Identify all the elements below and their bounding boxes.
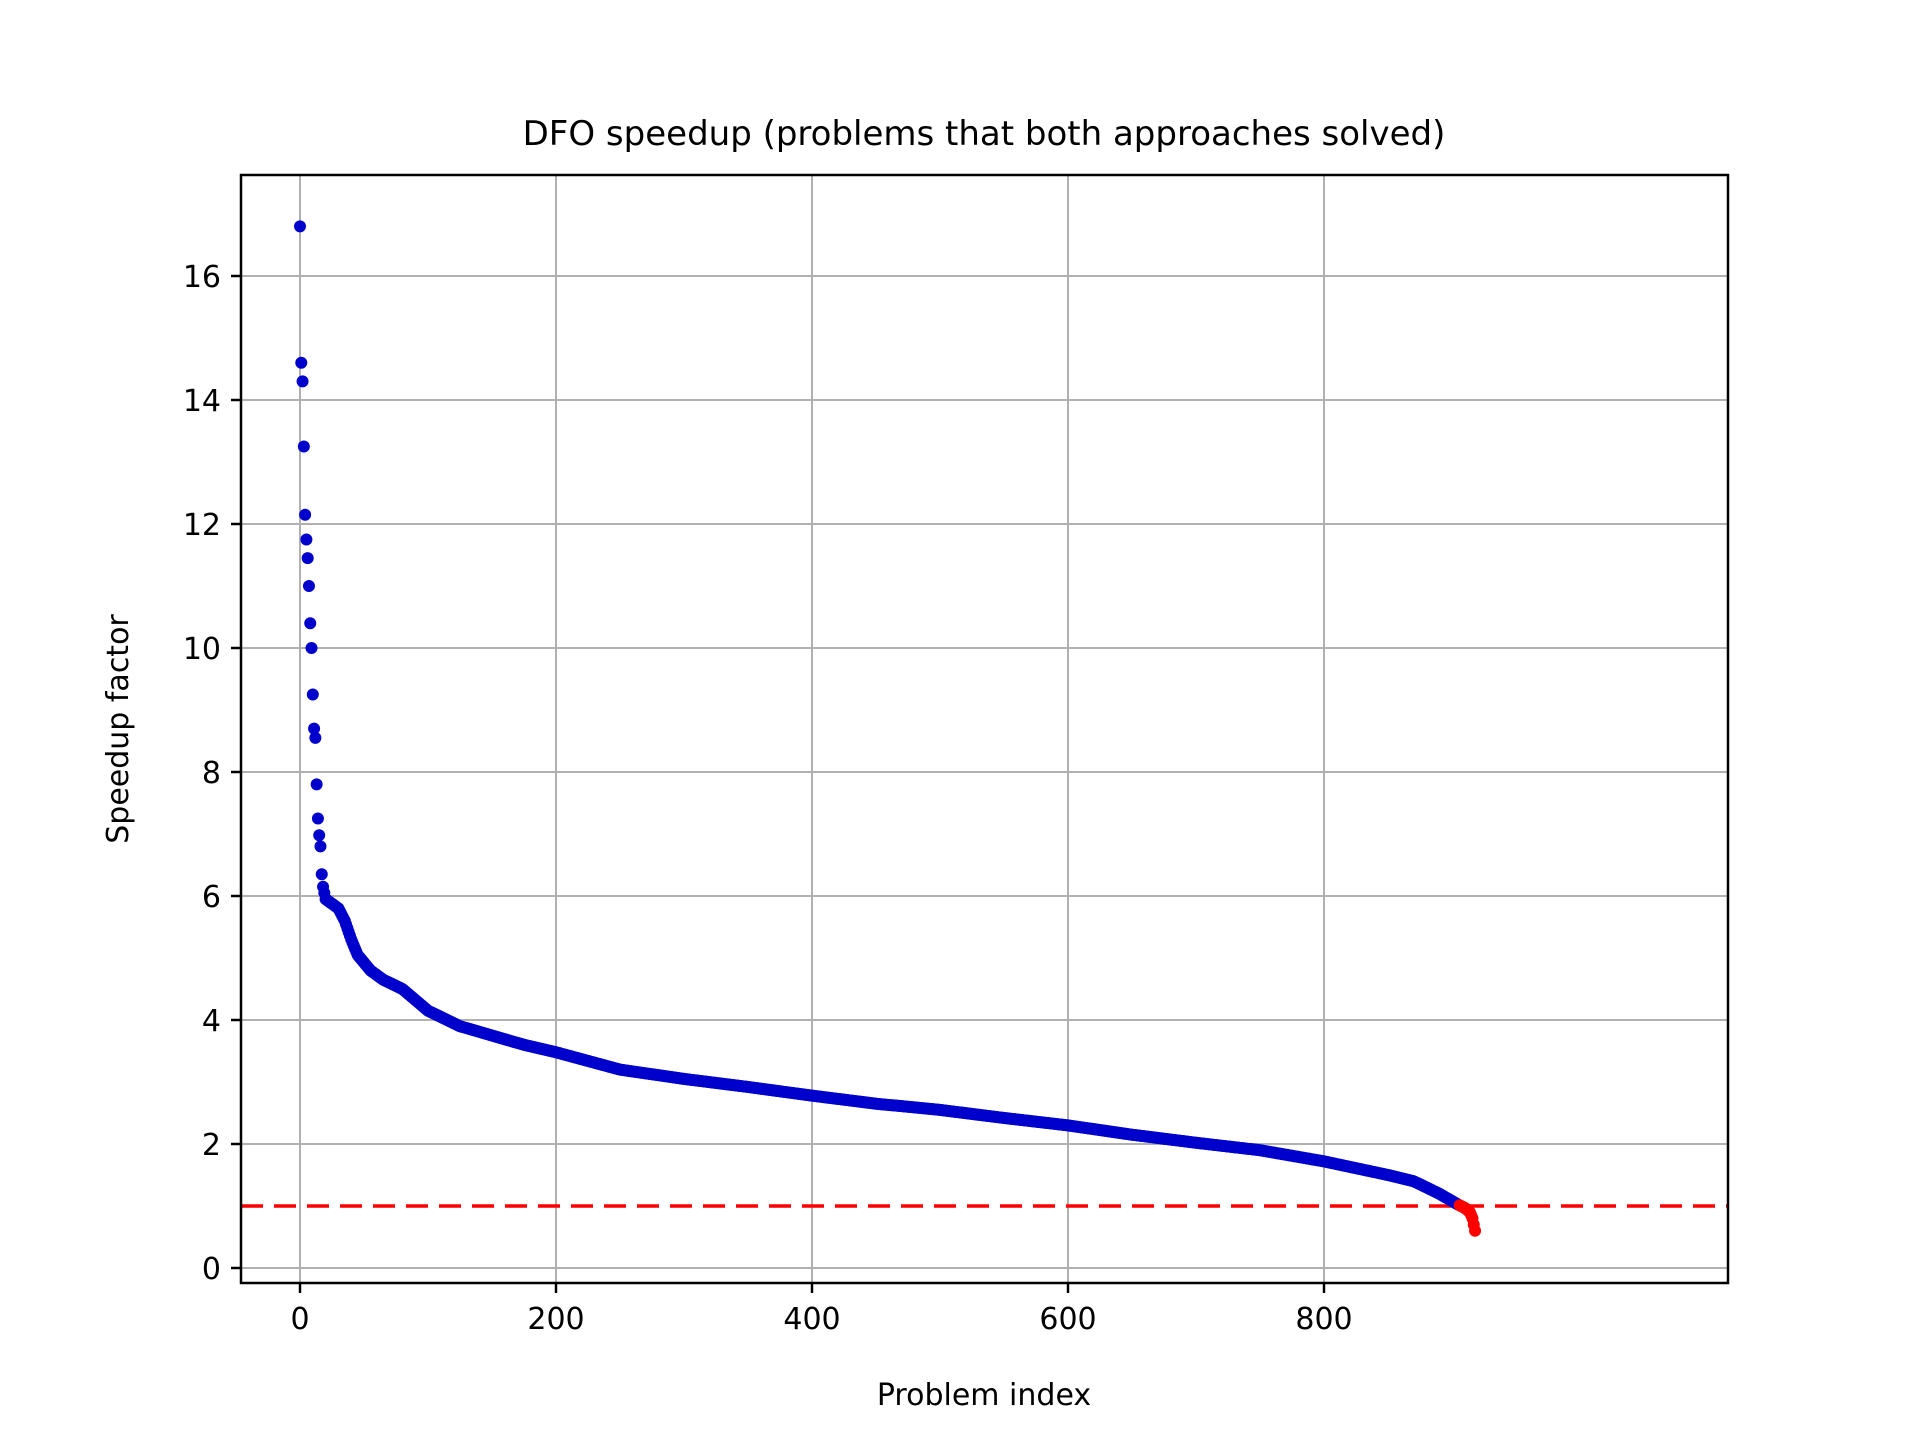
data-points xyxy=(294,220,1482,1237)
data-point xyxy=(301,552,314,565)
data-point xyxy=(297,440,310,453)
x-axis-ticks: 0 200 400 600 800 xyxy=(290,1283,1353,1337)
y-tick-label: 4 xyxy=(202,1004,221,1039)
data-point xyxy=(308,722,321,735)
data-point xyxy=(299,508,312,521)
y-tick-label: 6 xyxy=(202,880,221,915)
x-tick-label: 200 xyxy=(527,1302,584,1337)
data-point xyxy=(306,688,319,701)
x-tick-label: 0 xyxy=(290,1302,309,1337)
x-tick-label: 800 xyxy=(1295,1302,1352,1337)
x-tick-label: 400 xyxy=(783,1302,840,1337)
y-axis-label: Speedup factor xyxy=(101,614,136,844)
x-axis-label: Problem index xyxy=(877,1378,1091,1413)
data-point xyxy=(295,356,308,369)
data-point xyxy=(311,812,324,825)
data-point xyxy=(300,533,313,546)
y-tick-label: 2 xyxy=(202,1128,221,1163)
y-axis-ticks: 0 2 4 6 8 10 12 14 16 xyxy=(183,260,241,1287)
y-tick-label: 14 xyxy=(183,384,221,419)
data-point xyxy=(296,375,309,388)
axes-frame xyxy=(239,173,1730,1285)
data-point xyxy=(305,642,318,654)
data-point xyxy=(315,868,328,881)
data-point xyxy=(1469,1224,1482,1237)
y-tick-label: 10 xyxy=(183,632,221,667)
data-point xyxy=(304,617,317,630)
data-point xyxy=(313,829,326,842)
data-point xyxy=(310,778,323,791)
y-tick-label: 16 xyxy=(183,260,221,295)
y-tick-label: 12 xyxy=(183,508,221,543)
y-tick-label: 8 xyxy=(202,756,221,791)
data-point xyxy=(294,220,306,233)
grid-lines xyxy=(241,175,1728,1283)
y-tick-label: 0 xyxy=(202,1252,221,1287)
data-point xyxy=(314,840,327,853)
x-tick-label: 600 xyxy=(1039,1302,1096,1337)
chart-title: DFO speedup (problems that both approach… xyxy=(523,114,1446,154)
data-point xyxy=(302,580,315,592)
data-point xyxy=(309,731,322,744)
